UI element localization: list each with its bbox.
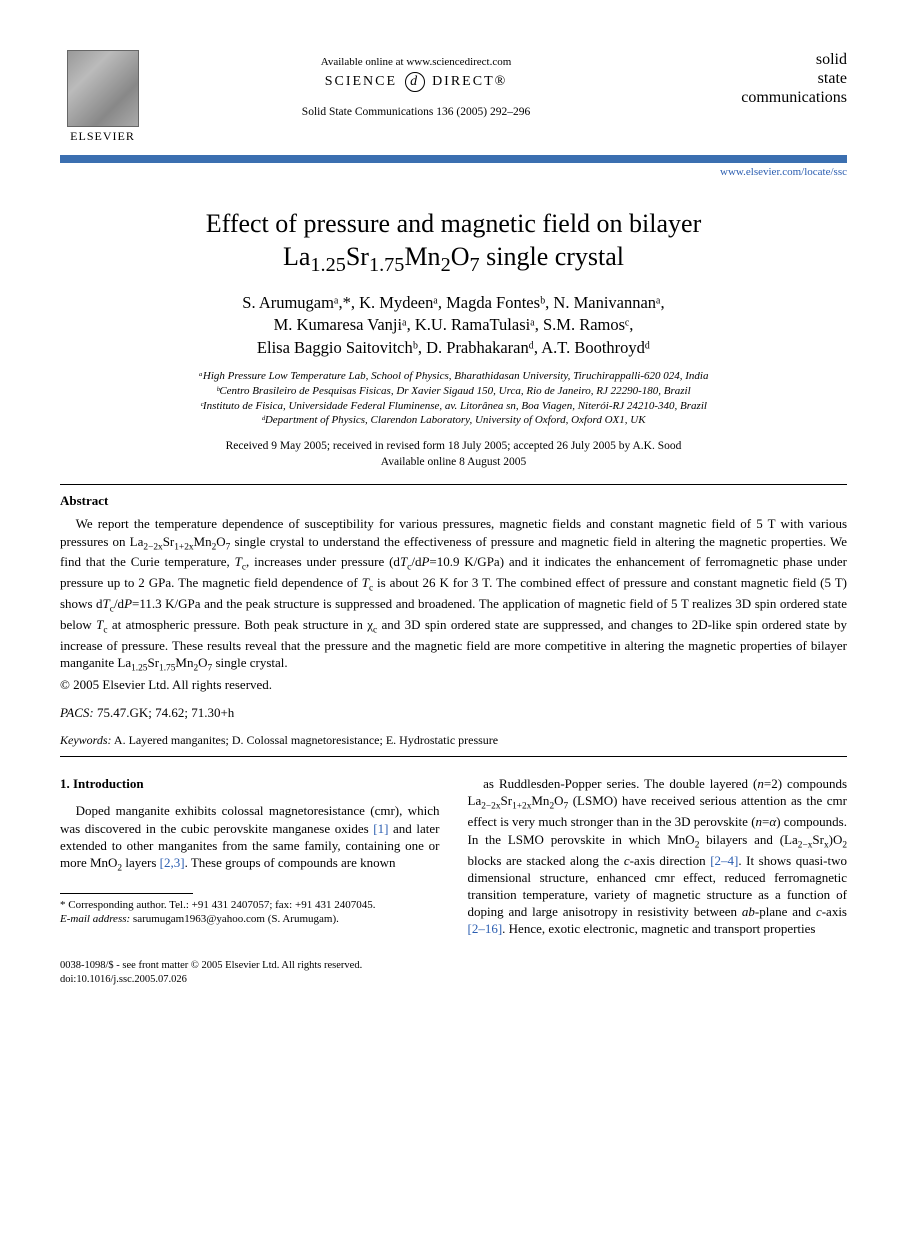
- title-line1: Effect of pressure and magnetic field on…: [206, 209, 702, 238]
- dates-received: Received 9 May 2005; received in revised…: [60, 438, 847, 454]
- affil-a: ᵃHigh Pressure Low Temperature Lab, Scho…: [60, 369, 847, 384]
- footnote-corr-val: +91 431 2407057; fax: +91 431 2407045.: [192, 899, 376, 911]
- elsevier-tree-icon: [67, 50, 139, 127]
- bottom-line1: 0038-1098/$ - see front matter © 2005 El…: [60, 959, 847, 973]
- pacs-line: PACS: 75.47.GK; 74.62; 71.30+h: [60, 705, 847, 721]
- column-right: as Ruddlesden-Popper series. The double …: [468, 775, 848, 937]
- introduction-head: 1. Introduction: [60, 775, 440, 792]
- affiliations-block: ᵃHigh Pressure Low Temperature Lab, Scho…: [60, 369, 847, 428]
- footnote-email-val: sarumugam1963@yahoo.com (S. Arumugam).: [130, 913, 339, 925]
- affil-c: ᶜInstituto de Fisica, Universidade Feder…: [60, 399, 847, 414]
- title-compound-o: O: [451, 242, 470, 271]
- footnote-separator: [60, 893, 193, 894]
- page: ELSEVIER Available online at www.science…: [0, 0, 907, 1027]
- title-sub4: 7: [469, 254, 479, 276]
- sciencedirect-left: SCIENCE: [325, 74, 397, 89]
- footnote-block: * Corresponding author. Tel.: +91 431 24…: [60, 898, 440, 927]
- abstract-body: We report the temperature dependence of …: [60, 515, 847, 675]
- keywords-line: Keywords: A. Layered manganites; D. Colo…: [60, 733, 847, 748]
- title-sub3: 2: [441, 254, 451, 276]
- body-columns: 1. Introduction Doped manganite exhibits…: [60, 775, 847, 937]
- title-compound-sr: Sr: [346, 242, 369, 271]
- title-block: Effect of pressure and magnetic field on…: [60, 208, 847, 278]
- journal-name-l2: state: [687, 69, 847, 88]
- header-row: ELSEVIER Available online at www.science…: [60, 50, 847, 144]
- pacs-value: 75.47.GK; 74.62; 71.30+h: [94, 705, 235, 720]
- title-compound-mn: Mn: [404, 242, 440, 271]
- blue-bar-left: [60, 155, 687, 163]
- footnote-corresponding: * Corresponding author. Tel.: +91 431 24…: [60, 898, 440, 912]
- abstract-head: Abstract: [60, 493, 847, 509]
- article-title: Effect of pressure and magnetic field on…: [60, 208, 847, 278]
- column-left: 1. Introduction Doped manganite exhibits…: [60, 775, 440, 937]
- rule-below-keywords: [60, 756, 847, 757]
- keywords-label: Keywords:: [60, 733, 112, 747]
- authors-block: S. Arumugamᵃ,*, K. Mydeenᵃ, Magda Fontes…: [60, 292, 847, 359]
- pacs-label: PACS:: [60, 705, 94, 720]
- affil-b: ᵇCentro Brasileiro de Pesquisas Fisicas,…: [60, 384, 847, 399]
- dates-online: Available online 8 August 2005: [60, 454, 847, 470]
- footnote-corr-label: * Corresponding author. Tel.:: [60, 899, 192, 911]
- abstract-copyright: © 2005 Elsevier Ltd. All rights reserved…: [60, 677, 847, 693]
- publisher-logo-block: ELSEVIER: [60, 50, 145, 144]
- bottom-matter: 0038-1098/$ - see front matter © 2005 El…: [60, 959, 847, 986]
- journal-name-box: solid state communications: [687, 50, 847, 108]
- authors-l1: S. Arumugamᵃ,*, K. Mydeenᵃ, Magda Fontes…: [60, 292, 847, 314]
- bottom-line2: doi:10.1016/j.ssc.2005.07.026: [60, 973, 847, 987]
- dates-block: Received 9 May 2005; received in revised…: [60, 438, 847, 470]
- title-sub2: 1.75: [369, 254, 404, 276]
- intro-col2-text: as Ruddlesden-Popper series. The double …: [468, 775, 848, 937]
- journal-link-anchor[interactable]: www.elsevier.com/locate/ssc: [720, 166, 847, 178]
- journal-reference: Solid State Communications 136 (2005) 29…: [145, 106, 687, 118]
- journal-name-l1: solid: [687, 50, 847, 69]
- journal-link[interactable]: www.elsevier.com/locate/ssc: [60, 166, 847, 178]
- blue-bar-right: [687, 155, 847, 163]
- journal-name-l3: communications: [687, 88, 847, 107]
- rule-above-abstract: [60, 484, 847, 485]
- center-header: Available online at www.sciencedirect.co…: [145, 50, 687, 118]
- sciencedirect-right: DIRECT®: [432, 74, 507, 89]
- authors-l2: M. Kumaresa Vanjiᵃ, K.U. RamaTulasiᵃ, S.…: [60, 314, 847, 336]
- sciencedirect-logo: SCIENCE d DIRECT®: [145, 72, 687, 92]
- title-tail: single crystal: [480, 242, 624, 271]
- title-compound-la: La: [283, 242, 310, 271]
- available-online-text: Available online at www.sciencedirect.co…: [145, 56, 687, 68]
- footnote-email-label: E-mail address:: [60, 913, 130, 925]
- title-sub1: 1.25: [310, 254, 345, 276]
- authors-l3: Elisa Baggio Saitovitchᵇ, D. Prabhakaran…: [60, 337, 847, 359]
- header-blue-bar: [60, 152, 847, 163]
- affil-d: ᵈDepartment of Physics, Clarendon Labora…: [60, 413, 847, 428]
- elsevier-label: ELSEVIER: [60, 129, 145, 144]
- keywords-value: A. Layered manganites; D. Colossal magne…: [112, 733, 499, 747]
- right-header: solid state communications: [687, 50, 847, 108]
- intro-col1-text: Doped manganite exhibits colossal magnet…: [60, 802, 440, 874]
- sciencedirect-d-icon: d: [405, 72, 425, 92]
- footnote-email: E-mail address: sarumugam1963@yahoo.com …: [60, 912, 440, 926]
